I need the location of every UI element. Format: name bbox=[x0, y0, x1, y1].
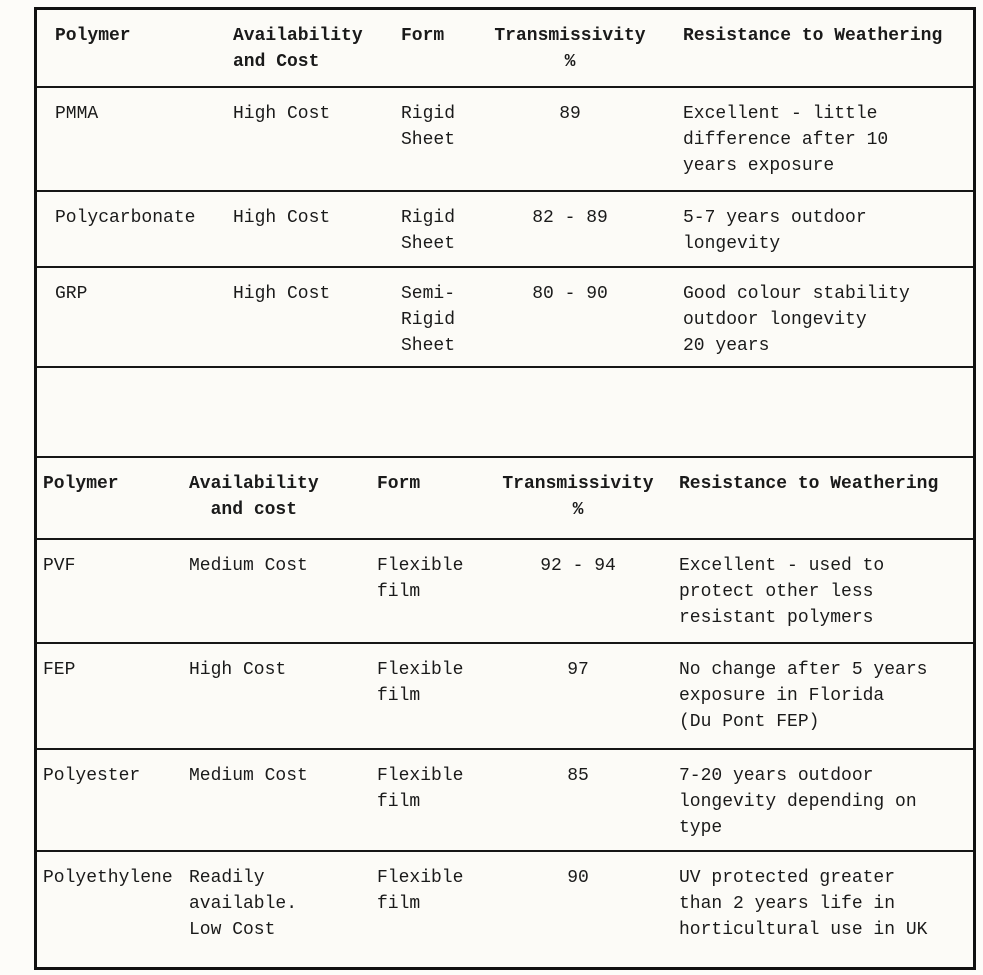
table-row: PMMA High Cost Rigid Sheet 89 Excellent … bbox=[37, 88, 973, 192]
cell-form: Flexible film bbox=[377, 868, 464, 914]
table1-header-form: Form bbox=[401, 26, 445, 46]
table2-header-row: Polymer Availability and cost Form Trans… bbox=[37, 458, 973, 540]
table2-header-resistance: Resistance to Weathering bbox=[679, 474, 939, 494]
cell-form: Flexible film bbox=[377, 660, 464, 706]
table-row: FEP High Cost Flexible film 97 No change… bbox=[37, 644, 973, 750]
table-page: Polymer Availability and Cost Form Trans… bbox=[34, 7, 976, 970]
cell-polymer: GRP bbox=[55, 284, 88, 304]
cell-resistance: 5-7 years outdoor longevity bbox=[683, 208, 867, 254]
cell-polymer: Polyester bbox=[43, 766, 141, 786]
table1-header-row: Polymer Availability and Cost Form Trans… bbox=[37, 10, 973, 88]
cell-transmissivity: 97 bbox=[567, 660, 589, 680]
cell-form: Semi- Rigid Sheet bbox=[401, 284, 456, 356]
table-row: Polyethylene Readily available. Low Cost… bbox=[37, 852, 973, 949]
cell-polymer: Polycarbonate bbox=[55, 208, 196, 228]
cell-resistance: 7-20 years outdoor longevity depending o… bbox=[679, 766, 917, 838]
cell-transmissivity: 89 bbox=[559, 104, 581, 124]
cell-transmissivity: 85 bbox=[567, 766, 589, 786]
cell-transmissivity: 80 - 90 bbox=[532, 284, 608, 304]
cell-availability: Readily available. Low Cost bbox=[189, 868, 298, 940]
table-gap bbox=[37, 368, 973, 458]
cell-resistance: No change after 5 years exposure in Flor… bbox=[679, 660, 928, 732]
cell-polymer: Polyethylene bbox=[43, 868, 173, 888]
table2-header-transmissivity: Transmissivity % bbox=[502, 474, 654, 520]
cell-availability: High Cost bbox=[189, 660, 287, 680]
cell-polymer: PVF bbox=[43, 556, 76, 576]
table-row: GRP High Cost Semi- Rigid Sheet 80 - 90 … bbox=[37, 268, 973, 368]
cell-availability: Medium Cost bbox=[189, 556, 308, 576]
cell-availability: High Cost bbox=[233, 104, 331, 124]
cell-form: Flexible film bbox=[377, 766, 464, 812]
cell-resistance: Good colour stability outdoor longevity … bbox=[683, 284, 910, 356]
table2-header-polymer: Polymer bbox=[43, 474, 119, 494]
cell-resistance: UV protected greater than 2 years life i… bbox=[679, 868, 928, 940]
cell-resistance: Excellent - used to protect other less r… bbox=[679, 556, 885, 628]
cell-form: Rigid Sheet bbox=[401, 104, 456, 150]
table-row: Polycarbonate High Cost Rigid Sheet 82 -… bbox=[37, 192, 973, 268]
cell-transmissivity: 92 - 94 bbox=[540, 556, 616, 576]
cell-form: Rigid Sheet bbox=[401, 208, 456, 254]
table1-header-polymer: Polymer bbox=[55, 26, 131, 46]
cell-polymer: FEP bbox=[43, 660, 76, 680]
table1-header-resistance: Resistance to Weathering bbox=[683, 26, 943, 46]
table1-header-transmissivity: Transmissivity % bbox=[494, 26, 646, 72]
table1-header-availability: Availability and Cost bbox=[233, 26, 363, 72]
table-row: Polyester Medium Cost Flexible film 85 7… bbox=[37, 750, 973, 852]
table2-header-form: Form bbox=[377, 474, 421, 494]
table2-header-availability: Availability and cost bbox=[189, 474, 319, 520]
cell-availability: High Cost bbox=[233, 208, 331, 228]
cell-form: Flexible film bbox=[377, 556, 464, 602]
rigid-polymers-table: Polymer Availability and Cost Form Trans… bbox=[37, 10, 973, 368]
flexible-film-polymers-table: Polymer Availability and cost Form Trans… bbox=[37, 458, 973, 949]
cell-resistance: Excellent - little difference after 10 y… bbox=[683, 104, 889, 176]
cell-availability: High Cost bbox=[233, 284, 331, 304]
cell-availability: Medium Cost bbox=[189, 766, 308, 786]
cell-polymer: PMMA bbox=[55, 104, 99, 124]
cell-transmissivity: 90 bbox=[567, 868, 589, 888]
table-row: PVF Medium Cost Flexible film 92 - 94 Ex… bbox=[37, 540, 973, 644]
cell-transmissivity: 82 - 89 bbox=[532, 208, 608, 228]
